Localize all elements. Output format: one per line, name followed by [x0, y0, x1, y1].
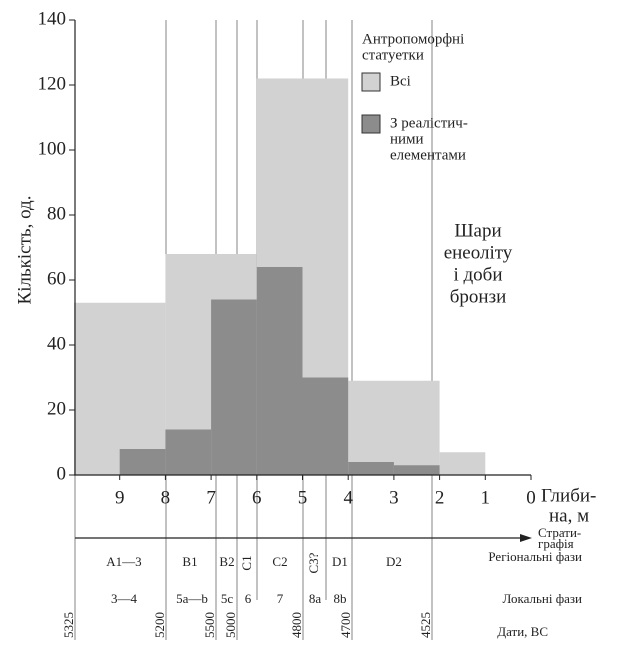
legend-label: Всі: [390, 73, 411, 89]
dates-label: Дати, ВС: [497, 624, 548, 639]
legend-label: З реалістич-: [390, 115, 468, 131]
local-phase: 8a: [309, 591, 322, 606]
y-tick-label: 0: [57, 463, 67, 484]
annotation: Шари: [454, 220, 501, 241]
bar: [348, 462, 394, 475]
date: 4800: [289, 612, 304, 638]
bar: [393, 465, 440, 475]
regional-phase: D2: [386, 554, 402, 569]
regional-phase: D1: [332, 554, 348, 569]
local-phase: 5c: [221, 591, 234, 606]
local-phase: 7: [277, 591, 284, 606]
local-phase: 8b: [334, 591, 347, 606]
date: 5500: [202, 612, 217, 638]
x-tick-label: 4: [343, 487, 353, 508]
bar: [348, 380, 440, 475]
date: 5000: [223, 612, 238, 638]
regional-phase: C3?: [306, 552, 321, 573]
legend-title: Антропоморфні: [362, 31, 464, 47]
local-label: Локальні фази: [502, 591, 582, 606]
legend-label: елементами: [390, 147, 466, 163]
annotation: бронзи: [450, 286, 507, 307]
local-phase: 5a—b: [176, 591, 208, 606]
y-tick-label: 120: [38, 73, 67, 94]
date: 4700: [338, 612, 353, 638]
y-tick-label: 40: [47, 333, 66, 354]
regional-phase: B1: [182, 554, 197, 569]
bar: [165, 429, 212, 475]
y-tick-label: 140: [38, 8, 67, 29]
x-tick-label: 2: [435, 487, 445, 508]
y-tick-label: 80: [47, 203, 66, 224]
strat-label: графія: [538, 536, 574, 551]
regional-label: Регіональні фази: [488, 549, 582, 564]
bar: [256, 267, 303, 475]
y-tick-label: 100: [38, 138, 67, 159]
date: 5200: [152, 612, 167, 638]
y-axis-label: Кількість, од.: [14, 196, 35, 305]
legend-title: статуетки: [362, 47, 424, 63]
local-phase: 6: [245, 591, 252, 606]
bar: [439, 452, 486, 475]
date: 4525: [418, 612, 433, 638]
legend-label: ними: [390, 131, 424, 147]
bar: [211, 299, 257, 475]
bar: [119, 449, 166, 475]
bar: [302, 377, 349, 475]
x-axis-label: Глиби-: [541, 485, 596, 506]
local-phase: 3—4: [111, 591, 138, 606]
y-tick-label: 60: [47, 268, 66, 289]
arrow-head: [520, 534, 532, 542]
regional-phase: C2: [272, 554, 287, 569]
x-tick-label: 9: [115, 487, 125, 508]
x-tick-label: 0: [526, 487, 536, 508]
x-tick-label: 7: [206, 487, 216, 508]
legend-swatch: [361, 114, 381, 134]
legend-swatch: [361, 72, 381, 92]
date: 5325: [61, 612, 76, 638]
y-tick-label: 20: [47, 398, 66, 419]
x-tick-label: 6: [252, 487, 262, 508]
regional-phase: B2: [219, 554, 234, 569]
regional-phase: A1—3: [106, 554, 141, 569]
annotation: енеоліту: [444, 242, 513, 263]
annotation: і доби: [453, 264, 502, 285]
bar: [74, 302, 166, 475]
x-tick-label: 3: [389, 487, 399, 508]
x-tick-label: 1: [481, 487, 491, 508]
x-tick-label: 8: [161, 487, 171, 508]
x-axis-label: на, м: [549, 505, 589, 526]
bars: [74, 78, 486, 475]
strat-label: Страти-: [538, 525, 581, 540]
regional-phase: C1: [239, 555, 254, 570]
x-tick-label: 5: [298, 487, 308, 508]
